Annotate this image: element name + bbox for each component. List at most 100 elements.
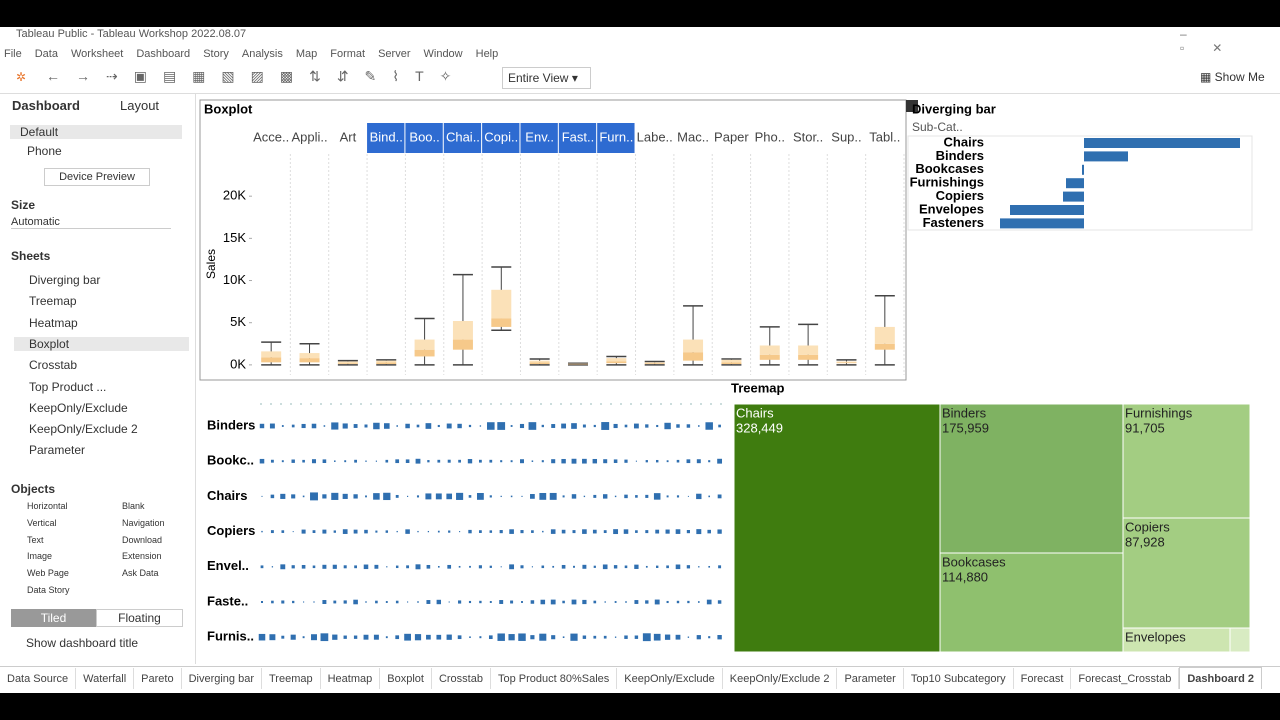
heatmap-square <box>332 634 338 640</box>
menu-bar: File Data Worksheet Dashboard Story Analysis M… <box>4 46 511 60</box>
heatmap-square <box>365 601 367 603</box>
sheet-item[interactable]: KeepOnly/Exclude <box>29 400 128 415</box>
boxplot-frame <box>199 99 907 381</box>
category-header: Env.. <box>525 129 554 144</box>
heatmap-square <box>312 530 316 534</box>
logo: ✲ <box>16 70 27 84</box>
box-upper <box>299 353 320 359</box>
category-header: Bind.. <box>370 129 403 144</box>
menu-item[interactable]: Server <box>378 48 411 60</box>
box-lower <box>414 349 435 357</box>
object-item[interactable]: Navigation <box>122 517 165 528</box>
heatmap-square <box>676 459 680 463</box>
object-item[interactable]: Horizontal <box>27 501 68 511</box>
object-item[interactable]: Text <box>27 534 44 545</box>
sheet-tab[interactable]: Crosstab <box>432 668 491 689</box>
sheet-tab[interactable]: Diverging bar <box>182 668 262 689</box>
menu-item[interactable]: Window <box>423 48 463 60</box>
menu-item[interactable]: Analysis <box>241 48 283 60</box>
sheet-tab[interactable]: KeepOnly/Exclude 2 <box>723 668 838 689</box>
sheet-item[interactable]: Parameter <box>29 443 86 458</box>
heatmap-square <box>675 564 681 570</box>
heatmap-square <box>583 495 586 498</box>
heatmap-square <box>469 565 471 568</box>
box-lower <box>452 339 473 350</box>
size-value[interactable]: Automatic <box>11 216 171 229</box>
category-header-selected <box>367 123 405 153</box>
object-item[interactable]: Blank <box>122 501 145 511</box>
sheet-item[interactable]: Heatmap <box>29 315 78 330</box>
heatmap-square <box>561 423 567 429</box>
sheet-tab[interactable]: KeepOnly/Exclude <box>617 668 723 689</box>
treemap-label: Envelopes <box>1125 629 1186 644</box>
treemap-label: Copiers <box>1125 519 1170 534</box>
menu-item[interactable]: Map <box>295 48 318 60</box>
box-lower <box>337 363 358 365</box>
window-title: Tableau Public - Tableau Workshop 2022.0… <box>16 28 247 40</box>
heatmap-square <box>302 636 305 639</box>
fit-dropdown[interactable]: Entire View ▾ <box>502 67 591 89</box>
window-controls[interactable]: –▫✕ <box>1180 27 1251 55</box>
sheet-item[interactable]: Diverging bar <box>29 273 101 287</box>
sheet-item[interactable]: Crosstab <box>29 358 78 373</box>
show-title-checkbox[interactable]: Show dashboard title <box>26 636 139 650</box>
sheet-tab[interactable]: Heatmap <box>321 668 381 689</box>
sheet-tab[interactable]: Forecast_Crosstab <box>1071 668 1180 689</box>
object-item[interactable]: Image <box>27 551 53 562</box>
heatmap-square <box>269 634 276 641</box>
sheet-tab[interactable]: Treemap <box>262 668 321 689</box>
object-item[interactable]: Download <box>122 534 163 545</box>
heatmap-square <box>601 422 610 430</box>
heatmap-square <box>698 566 700 568</box>
mode-tiled[interactable]: Tiled <box>11 609 96 627</box>
sheet-item[interactable]: Treemap <box>29 294 77 309</box>
heatmap-square <box>603 530 607 534</box>
sheet-tab[interactable]: Parameter <box>837 668 904 689</box>
menu-item[interactable]: Help <box>475 48 499 60</box>
show-me[interactable]: ▦ Show Me <box>1200 70 1265 84</box>
heatmap-square <box>633 423 639 429</box>
heatmap-row-label: Faste.. <box>207 593 248 608</box>
object-item[interactable]: Web Page <box>27 568 69 579</box>
y-tick-label: 0K <box>230 356 246 371</box>
heatmap-square <box>489 459 493 463</box>
menu-item[interactable]: File <box>4 48 22 60</box>
device-default[interactable]: Default <box>10 125 182 139</box>
sheet-item[interactable]: KeepOnly/Exclude 2 <box>29 422 138 437</box>
menu-item[interactable]: Dashboard <box>136 48 191 60</box>
sheet-item[interactable]: Top Product ... <box>29 379 107 394</box>
sheet-tab[interactable]: Top Product 80%Sales <box>491 668 618 689</box>
heatmap-square <box>510 425 513 427</box>
sidebar-tab[interactable]: Dashboard <box>12 98 80 113</box>
toolbar-icons[interactable]: ←→⇢▣▤▦▧▨▩⇅⇵✎⌇T✧ <box>46 68 468 84</box>
sheet-tab[interactable]: Data Source <box>0 668 77 689</box>
device-phone[interactable]: Phone <box>27 144 62 158</box>
menu-item[interactable]: Worksheet <box>70 48 124 60</box>
menu-item[interactable]: Format <box>330 48 366 60</box>
mode-floating[interactable]: Floating <box>96 609 183 627</box>
sheet-item[interactable]: Boxplot <box>14 336 189 351</box>
heatmap-square <box>645 460 648 463</box>
heatmap-square <box>696 493 702 500</box>
treemap-value: 175,959 <box>942 420 989 435</box>
sheet-tab[interactable]: Pareto <box>134 668 182 689</box>
heatmap-square <box>405 459 410 463</box>
device-preview-button[interactable]: Device Preview <box>44 168 150 186</box>
object-item[interactable]: Vertical <box>27 517 57 528</box>
sheet-tab[interactable]: Dashboard 2 <box>1179 667 1262 689</box>
menu-item[interactable]: Data <box>34 48 58 60</box>
object-item[interactable]: Data Story <box>27 585 70 595</box>
object-item[interactable]: Ask Data <box>122 568 159 579</box>
sheet-tab[interactable]: Waterfall <box>76 668 135 689</box>
heatmap-square <box>334 460 336 462</box>
sheet-tab[interactable]: Top10 Subcategory <box>904 668 1014 689</box>
box-upper <box>644 362 665 364</box>
sidebar-tab[interactable]: Layout <box>120 98 160 113</box>
heatmap-square <box>497 422 506 430</box>
object-item[interactable]: Extension <box>122 551 162 562</box>
y-axis-title: Sales <box>204 249 218 279</box>
sheet-tab[interactable]: Boxplot <box>380 668 432 689</box>
menu-item[interactable]: Story <box>203 48 229 60</box>
heatmap-square <box>500 495 502 498</box>
sheet-tab[interactable]: Forecast <box>1014 668 1072 689</box>
